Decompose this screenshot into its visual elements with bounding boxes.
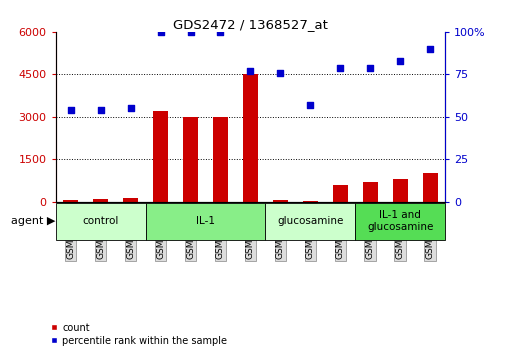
Point [246,68,254,74]
FancyBboxPatch shape [355,202,444,240]
Bar [392,179,407,202]
Text: IL-1 and
glucosamine: IL-1 and glucosamine [367,210,433,232]
Bar [332,185,347,202]
Point [366,65,374,70]
Bar [242,74,258,202]
Text: IL-1: IL-1 [195,216,215,226]
Point [336,65,344,70]
Bar [63,200,78,202]
Point [395,58,403,64]
Bar [422,173,437,202]
Title: GDS2472 / 1368527_at: GDS2472 / 1368527_at [173,18,327,31]
FancyBboxPatch shape [56,202,145,240]
Point [126,105,134,111]
Point [306,102,314,108]
Bar [153,111,168,202]
Point [96,107,105,113]
Point [67,107,75,113]
Point [216,29,224,35]
Bar [213,117,228,202]
Text: glucosamine: glucosamine [277,216,343,226]
Point [186,29,194,35]
Text: agent ▶: agent ▶ [11,216,56,226]
Point [156,29,164,35]
Bar [302,201,317,202]
Bar [272,200,287,202]
Bar [362,182,377,202]
FancyBboxPatch shape [145,202,265,240]
Bar [123,198,138,202]
Bar [183,117,197,202]
FancyBboxPatch shape [265,202,355,240]
Legend: count, percentile rank within the sample: count, percentile rank within the sample [50,323,227,346]
Point [276,70,284,75]
Bar [93,199,108,202]
Point [425,46,433,52]
Text: control: control [82,216,119,226]
